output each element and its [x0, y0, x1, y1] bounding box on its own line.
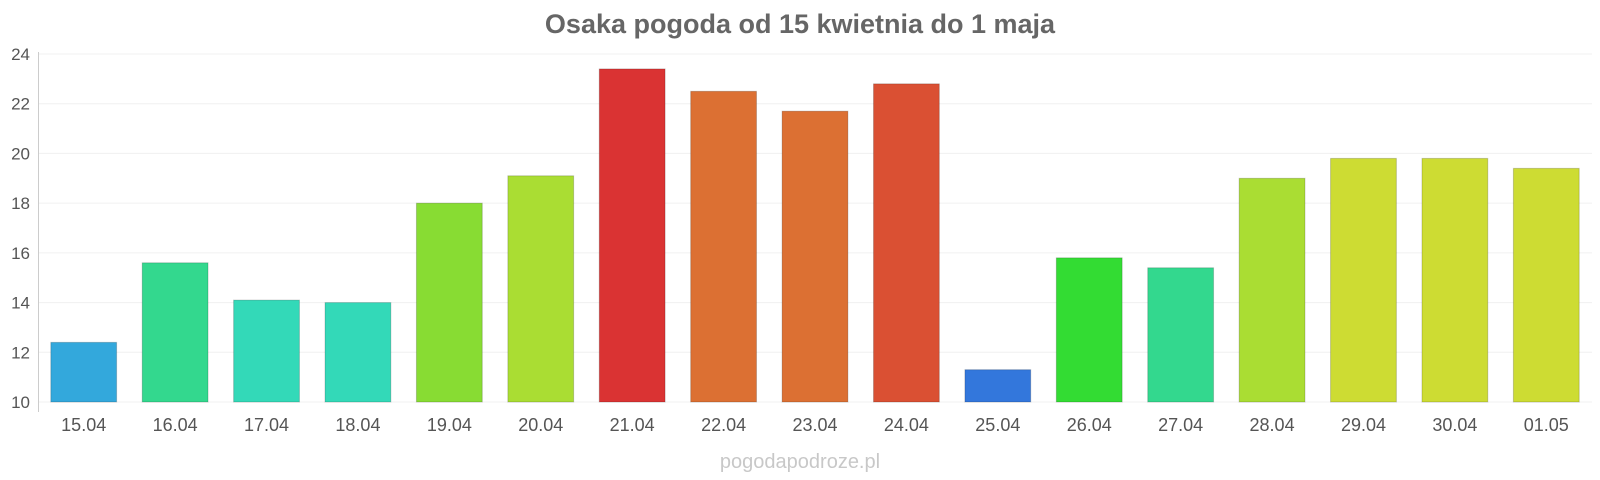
bar-17.04[interactable]: [233, 299, 300, 403]
bar-26.04[interactable]: [1055, 257, 1123, 403]
x-tick-label: 30.04: [1432, 415, 1477, 435]
bar-28.04[interactable]: [1238, 177, 1306, 403]
bar-15.04[interactable]: [50, 341, 118, 403]
bar-16.04[interactable]: [141, 262, 209, 403]
x-tick-label: 27.04: [1158, 415, 1203, 435]
bar-25.04[interactable]: [964, 369, 1032, 403]
bar-19.04[interactable]: [415, 202, 483, 403]
x-tick-label: 01.05: [1524, 415, 1569, 435]
x-tick-label: 22.04: [701, 415, 746, 435]
bar-23.04[interactable]: [781, 110, 849, 403]
x-tick-label: 20.04: [518, 415, 563, 435]
y-tick-label: 14: [11, 294, 30, 313]
bar-18.04[interactable]: [324, 302, 392, 403]
chart-title: Osaka pogoda od 15 kwietnia do 1 maja: [545, 9, 1056, 39]
bar-22.04[interactable]: [690, 90, 757, 403]
x-tick-label: 25.04: [975, 415, 1020, 435]
x-tick-label: 18.04: [335, 415, 380, 435]
bar-21.04[interactable]: [598, 68, 666, 403]
x-tick-label: 24.04: [884, 415, 929, 435]
bar-30.04[interactable]: [1421, 157, 1489, 403]
x-tick-label: 16.04: [153, 415, 198, 435]
y-tick-label: 22: [11, 95, 30, 114]
bar-29.04[interactable]: [1330, 157, 1397, 403]
y-tick-label: 20: [11, 144, 30, 163]
x-tick-label: 23.04: [792, 415, 837, 435]
y-tick-label: 12: [11, 343, 30, 362]
bar-27.04[interactable]: [1147, 267, 1215, 403]
bar-01.05[interactable]: [1512, 167, 1580, 403]
x-tick-label: 28.04: [1250, 415, 1295, 435]
y-tick-label: 16: [11, 244, 30, 263]
bars: [50, 68, 1580, 403]
bar-20.04[interactable]: [507, 175, 575, 403]
y-axis-ticks: 10 12 14 16 18 20 22 24: [11, 45, 30, 412]
y-tick-label: 24: [11, 45, 30, 64]
x-tick-label: 17.04: [244, 415, 289, 435]
x-tick-label: 19.04: [427, 415, 472, 435]
x-tick-label: 15.04: [61, 415, 106, 435]
x-tick-label: 21.04: [610, 415, 655, 435]
site-credit: pogodapodroze.pl: [720, 451, 880, 473]
bar-24.04[interactable]: [873, 83, 940, 403]
x-axis-ticks: 15.04 16.04 17.04 18.04 19.04 20.04 21.04 22.04…: [61, 415, 1569, 435]
y-tick-label: 10: [11, 393, 30, 412]
x-tick-label: 29.04: [1341, 415, 1386, 435]
x-tick-label: 26.04: [1067, 415, 1112, 435]
y-tick-label: 18: [11, 194, 30, 213]
